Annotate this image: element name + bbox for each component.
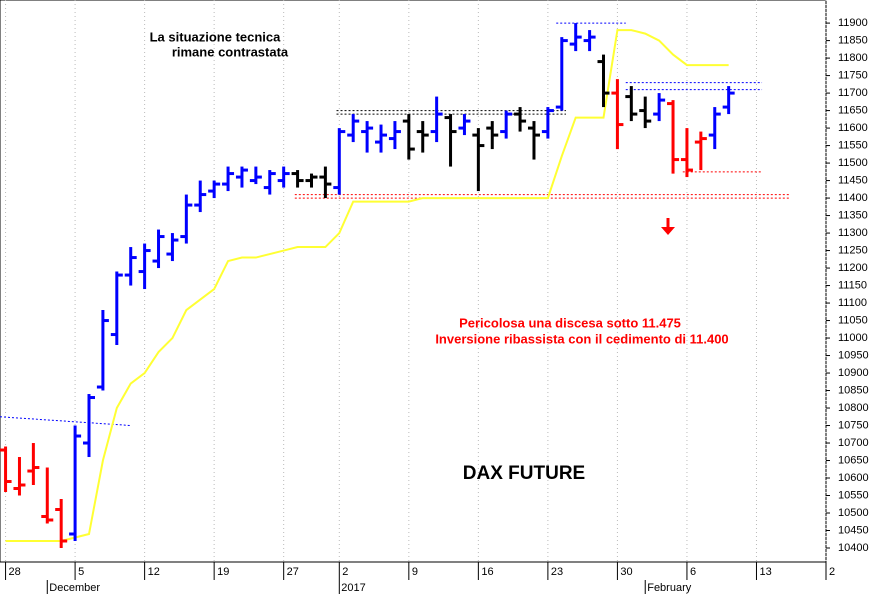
annotation: Pericolosa una discesa sotto 11.475 (459, 315, 681, 330)
y-tick-label: 11250 (838, 244, 868, 256)
plot-frame (0, 0, 827, 563)
x-tick-label: 2 (829, 566, 835, 578)
x-tick-label: 9 (412, 566, 418, 578)
y-tick-label: 11750 (838, 69, 868, 81)
y-tick-label: 11450 (838, 174, 868, 186)
x-tick-label: 6 (690, 566, 696, 578)
y-tick-label: 11700 (838, 87, 868, 99)
y-tick-label: 11900 (838, 17, 868, 29)
x-tick-label: 12 (148, 566, 160, 578)
x-tick-label: 23 (551, 566, 563, 578)
period-label: 2017 (341, 582, 365, 594)
x-tick-label: 13 (759, 566, 771, 578)
chart-title: DAX FUTURE (463, 463, 585, 484)
period-label: December (49, 582, 100, 594)
y-tick-label: 10550 (838, 489, 869, 501)
y-tick-label: 11550 (838, 139, 868, 151)
y-tick-label: 10750 (838, 419, 869, 431)
y-tick-label: 11500 (838, 157, 868, 169)
y-tick-label: 10500 (838, 507, 869, 519)
overlay-line (5, 29, 729, 543)
y-tick-label: 10650 (838, 454, 869, 466)
annotation: rimane contrastata (172, 44, 289, 59)
down-arrow (661, 218, 675, 235)
level-line (0, 416, 131, 427)
y-tick-label: 11300 (838, 227, 868, 239)
y-tick-label: 11350 (838, 209, 868, 221)
y-tick-label: 11150 (838, 279, 867, 291)
x-tick-label: 27 (287, 566, 299, 578)
annotation: La situazione tecnica (150, 29, 282, 44)
y-tick-label: 11800 (838, 52, 868, 64)
y-tick-label: 11000 (838, 332, 868, 344)
y-tick-label: 11850 (838, 34, 868, 46)
y-tick-label: 10900 (838, 367, 869, 379)
x-tick-label: 19 (217, 566, 229, 578)
period-label: February (647, 582, 692, 594)
y-tick-label: 11100 (838, 297, 867, 309)
x-tick-label: 28 (9, 566, 21, 578)
x-tick-label: 30 (620, 566, 632, 578)
x-tick-label: 5 (78, 566, 84, 578)
y-tick-label: 11600 (838, 122, 868, 134)
y-tick-label: 10400 (838, 542, 869, 554)
y-tick-label: 10700 (838, 437, 869, 449)
y-tick-label: 10450 (838, 524, 869, 536)
x-tick-label: 2 (342, 566, 348, 578)
y-tick-label: 11200 (838, 262, 868, 274)
y-tick-label: 11050 (838, 314, 868, 326)
y-tick-label: 10600 (838, 472, 869, 484)
y-tick-label: 10800 (838, 402, 869, 414)
y-tick-label: 10850 (838, 384, 869, 396)
x-tick-label: 16 (481, 566, 493, 578)
y-tick-label: 11650 (838, 104, 868, 116)
y-tick-label: 10950 (838, 349, 869, 361)
annotation: Inversione ribassista con il cedimento d… (435, 331, 728, 346)
y-tick-label: 11400 (838, 192, 868, 204)
